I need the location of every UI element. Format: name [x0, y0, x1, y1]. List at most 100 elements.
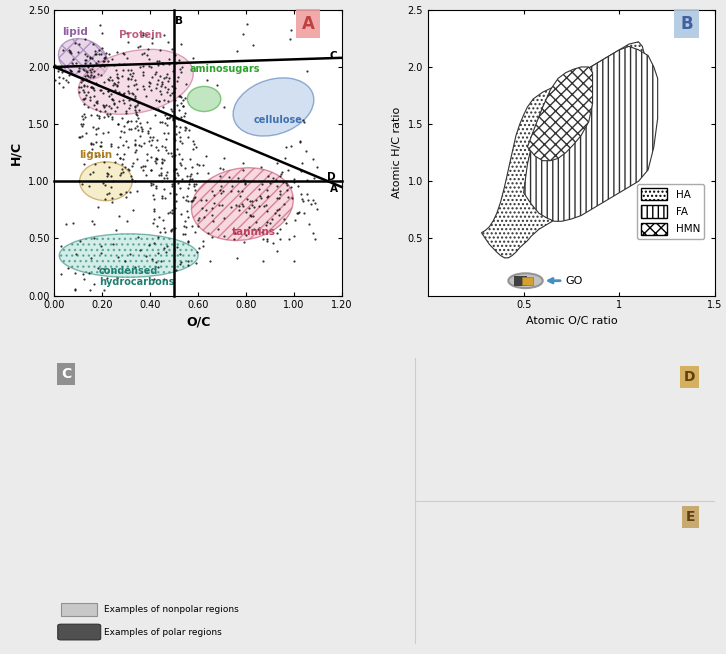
- Point: [100, 99, 112, 110]
- Point: [86, 82, 97, 93]
- Point: [122, 65, 134, 76]
- Point: [129, 92, 141, 103]
- Point: [76, 75, 88, 86]
- Point: [158, 274, 170, 284]
- Point: [113, 77, 124, 87]
- Point: [301, 146, 312, 156]
- Point: [274, 224, 285, 234]
- Point: [84, 169, 96, 179]
- Point: [225, 202, 237, 213]
- Point: [128, 205, 139, 215]
- Point: [309, 234, 320, 245]
- Point: [138, 84, 150, 95]
- Point: [137, 165, 149, 175]
- Point: [77, 114, 89, 124]
- Point: [311, 162, 322, 172]
- Point: [305, 199, 317, 210]
- Point: [78, 86, 90, 97]
- Point: [163, 113, 175, 124]
- Point: [177, 192, 189, 202]
- Point: [107, 176, 119, 186]
- Ellipse shape: [508, 273, 543, 288]
- Point: [107, 95, 118, 105]
- Point: [214, 171, 226, 181]
- Point: [111, 72, 123, 82]
- Point: [162, 113, 174, 124]
- Point: [173, 105, 184, 116]
- Point: [123, 124, 135, 135]
- Point: [106, 94, 118, 105]
- Point: [145, 152, 157, 162]
- Point: [122, 37, 134, 48]
- Point: [206, 186, 218, 196]
- Point: [85, 69, 97, 80]
- Point: [73, 132, 85, 143]
- Point: [158, 184, 169, 194]
- Point: [152, 262, 163, 272]
- Point: [62, 262, 74, 273]
- Point: [169, 135, 181, 145]
- Point: [113, 118, 124, 129]
- Point: [110, 65, 122, 76]
- Point: [131, 111, 142, 121]
- Point: [95, 241, 107, 252]
- Point: [123, 88, 134, 98]
- Point: [176, 137, 188, 148]
- Point: [158, 29, 170, 40]
- Point: [280, 218, 292, 228]
- Point: [107, 80, 119, 91]
- Point: [289, 215, 301, 226]
- Point: [156, 77, 168, 87]
- Point: [253, 201, 265, 211]
- Point: [129, 91, 141, 101]
- Point: [131, 78, 142, 89]
- Point: [217, 164, 229, 175]
- Point: [114, 169, 126, 180]
- Point: [179, 124, 191, 135]
- Point: [132, 41, 144, 52]
- Point: [159, 141, 171, 152]
- Point: [108, 60, 120, 70]
- Point: [102, 162, 114, 173]
- Y-axis label: H/C: H/C: [9, 141, 23, 165]
- Point: [166, 88, 178, 99]
- Point: [78, 269, 89, 279]
- Point: [267, 173, 279, 183]
- Point: [81, 51, 93, 61]
- Point: [215, 181, 227, 191]
- Point: [94, 20, 106, 30]
- Point: [140, 250, 152, 261]
- Point: [66, 58, 78, 68]
- Point: [103, 187, 115, 198]
- Point: [166, 80, 178, 91]
- Point: [153, 212, 165, 222]
- Point: [105, 171, 117, 181]
- Point: [98, 61, 110, 71]
- Point: [288, 231, 300, 241]
- Point: [75, 118, 86, 129]
- Point: [85, 82, 97, 93]
- Point: [118, 95, 129, 105]
- Point: [91, 97, 102, 108]
- Point: [83, 52, 95, 62]
- Point: [76, 120, 88, 131]
- Point: [65, 65, 77, 76]
- Point: [308, 228, 319, 239]
- Point: [237, 165, 249, 176]
- Point: [130, 109, 142, 119]
- Point: [94, 45, 105, 56]
- Point: [159, 192, 171, 203]
- Point: [176, 62, 188, 73]
- Point: [130, 123, 142, 133]
- Point: [256, 227, 267, 237]
- Point: [212, 224, 224, 235]
- Polygon shape: [523, 46, 658, 221]
- Point: [140, 169, 152, 180]
- Point: [145, 84, 157, 95]
- Point: [165, 104, 176, 114]
- Point: [236, 186, 248, 196]
- Point: [240, 179, 251, 189]
- Point: [229, 233, 240, 244]
- Point: [164, 112, 176, 122]
- Point: [180, 195, 192, 205]
